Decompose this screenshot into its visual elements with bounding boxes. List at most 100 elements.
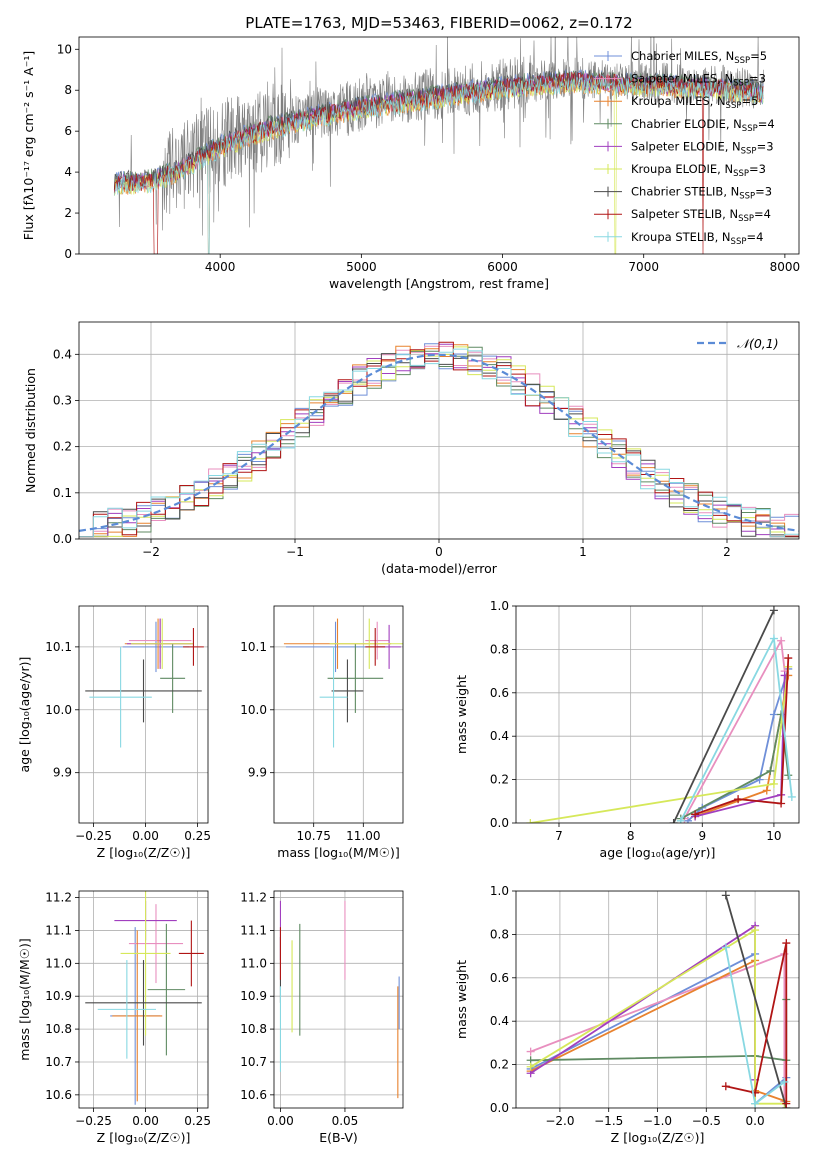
x-tick-label: 0.00	[132, 829, 159, 843]
x-tick-label: 0.00	[267, 1114, 294, 1128]
weight-marker	[769, 634, 778, 643]
legend-label-count: =5	[750, 49, 767, 63]
x-tick-label: 9	[698, 829, 706, 843]
legend-label-count: =4	[758, 117, 775, 131]
y-tick-label: 10.0	[45, 703, 72, 717]
panel-spectrum: 4000 5000 6000 7000 8000 0 2 4 6 8 10 wavelength [A…	[21, 36, 800, 291]
panel-residual_hist: −2 −1 0 1 2 0.0 0.1 0.2 0.3 0.4 (data-model)/error…	[23, 321, 800, 576]
y-tick-label: 0.6	[490, 686, 509, 700]
plot-area	[79, 606, 208, 823]
x-tick-label: 0.25	[184, 829, 211, 843]
legend-label-sub: SSP	[731, 237, 747, 247]
weight-marker	[721, 1082, 730, 1091]
legend-label-sub: SSP	[733, 79, 749, 89]
y-tick-label: 10.1	[240, 640, 267, 654]
y-tick-label: 0.8	[490, 927, 509, 941]
x-tick-label: 0.25	[184, 1114, 211, 1128]
x-tick-label: 0	[435, 545, 443, 559]
panel-age_vs_Z: −0.25 0.00 0.25 9.9 10.0 10.1 Z [log₁₀(Z/Z☉)] a…	[17, 605, 211, 860]
y-tick-label: 1.0	[490, 599, 509, 613]
weight-marker	[762, 786, 771, 795]
x-tick-label: −1.5	[594, 1114, 623, 1128]
model-spectrum-line	[113, 71, 764, 254]
y-tick-label: 8	[64, 83, 72, 97]
x-tick-label: 4000	[205, 260, 236, 274]
legend-label: Salpeter ELODIE, NSSP=3	[631, 139, 774, 156]
weight-marker	[780, 1077, 789, 1086]
axes-frame	[273, 890, 404, 1109]
y-tick-label: 10.6	[240, 1088, 267, 1102]
y-axis-label: mass [log₁₀(M/M☉)]	[17, 938, 32, 1060]
x-tick-label: 1	[579, 545, 587, 559]
panel-mass_vs_ebv: 0.00 0.05 10.6 10.7 10.8 10.9 11.0 11.1 11.2 E(B-…	[240, 890, 404, 1145]
y-tick-label: 11.1	[45, 923, 72, 937]
legend-label: Salpeter STELIB, NSSP=4	[631, 207, 771, 224]
weight-marker	[769, 606, 778, 615]
y-tick-label: 6	[64, 124, 72, 138]
weight-line	[672, 609, 775, 823]
weight-marker	[782, 1099, 791, 1108]
y-tick-label: 0.2	[490, 1058, 509, 1072]
weight-line	[724, 895, 788, 1108]
legend-label: Kroupa STELIB, NSSP=4	[631, 230, 763, 247]
weight-marker	[777, 799, 786, 808]
legend-label-count: =3	[757, 139, 774, 153]
y-tick-label: 10.7	[45, 1055, 72, 1069]
weight-line	[725, 942, 788, 1104]
axes-frame	[515, 890, 800, 1109]
x-tick-label: 8	[627, 829, 635, 843]
y-tick-label: 0.4	[53, 347, 72, 361]
x-axis-label: Z [log₁₀(Z/Z☉)]	[97, 1130, 191, 1145]
y-tick-label: 10.1	[45, 640, 72, 654]
histogram-step-line	[79, 348, 799, 538]
model-spectrum-line	[113, 76, 764, 254]
plot-area	[516, 891, 799, 1108]
y-tick-label: 11.1	[240, 923, 267, 937]
y-tick-label: 11.2	[240, 891, 267, 905]
weight-marker	[526, 819, 535, 823]
y-tick-label: 11.0	[240, 956, 267, 970]
x-axis-label: E(B-V)	[319, 1130, 358, 1145]
plot-area	[79, 891, 208, 1108]
legend-label-count: =4	[746, 230, 763, 244]
legend-label: 𝒩(0,1)	[737, 336, 779, 351]
x-tick-label: −1	[286, 545, 304, 559]
y-tick-label: 0.4	[490, 729, 509, 743]
weight-marker	[721, 891, 730, 900]
plot-area	[113, 37, 764, 254]
weight-marker	[676, 816, 685, 823]
y-tick-label: 0.2	[53, 440, 72, 454]
weight-marker	[734, 795, 743, 804]
plot-area	[516, 606, 799, 823]
weight-marker	[777, 636, 786, 645]
normal-curve-line	[79, 353, 799, 532]
y-tick-label: 9.9	[248, 766, 267, 780]
weight-marker	[669, 819, 678, 823]
weight-marker	[526, 1062, 535, 1071]
y-tick-label: 10.6	[45, 1088, 72, 1102]
y-tick-label: 0.2	[490, 773, 509, 787]
axes-frame	[273, 605, 404, 824]
legend-label-sub: SSP	[734, 56, 750, 66]
axes-frame	[78, 890, 209, 1109]
legend-label-sub: SSP	[741, 146, 757, 156]
legend-label-count: =5	[741, 94, 758, 108]
weight-marker	[784, 654, 793, 663]
y-tick-label: 0.0	[490, 816, 509, 830]
axes-frame	[78, 321, 800, 540]
model-spectrum-line	[113, 70, 764, 190]
y-tick-label: 10.7	[240, 1055, 267, 1069]
y-tick-label: 0.0	[53, 532, 72, 546]
x-tick-label: 10.75	[297, 829, 331, 843]
y-tick-label: 10	[57, 42, 72, 56]
x-axis-label: Z [log₁₀(Z/Z☉)]	[97, 845, 191, 860]
histogram-step-line	[79, 341, 799, 538]
y-axis-label: Normed distribution	[23, 368, 38, 493]
weight-marker	[751, 926, 760, 935]
legend-label: Salpeter MILES, NSSP=3	[631, 72, 766, 89]
panel-weight_vs_age: 7 8 9 10 0.0 0.2 0.4 0.6 0.8 1.0 age [log₁₀(age/yr…	[454, 599, 800, 860]
weight-marker	[766, 766, 775, 775]
y-tick-label: 0.8	[490, 642, 509, 656]
x-tick-label: 11.00	[346, 829, 380, 843]
